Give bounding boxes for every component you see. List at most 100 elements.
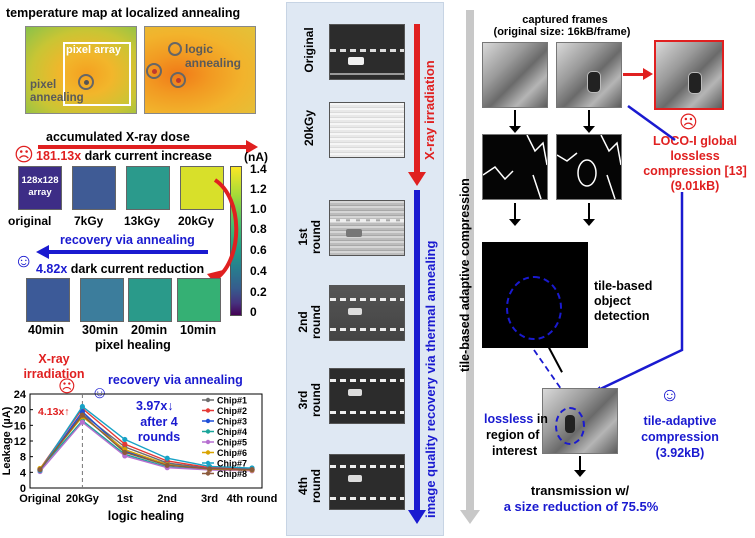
tile-adapt-1: tile-adaptive <box>643 414 717 428</box>
pixel-anneal-target <box>78 74 94 90</box>
legend-marker <box>205 408 211 413</box>
chip-20kgy <box>180 166 224 210</box>
colorbar-tick-3: 0.8 <box>250 222 267 236</box>
adaptive-happy-face-icon: ☺ <box>660 385 680 406</box>
data-point <box>79 419 85 425</box>
legend-marker <box>205 439 211 445</box>
loco-label-1: LOCO-I global <box>652 134 738 148</box>
down-arrow-6 <box>579 456 581 472</box>
edge-frame-1 <box>482 134 548 200</box>
down-arrow-3-head <box>509 219 521 226</box>
unit-label: (nA) <box>244 150 268 164</box>
chip-array-label: 128x128 array <box>21 175 59 198</box>
dark-reduction-text: 4.82x dark current reduction <box>36 262 204 276</box>
data-point <box>164 455 170 461</box>
logic-target-1 <box>168 42 182 56</box>
x-tick-label: 2nd <box>157 493 177 505</box>
detection-ellipse <box>506 276 562 340</box>
loco-label-2: lossless <box>670 149 720 163</box>
colorbar-tick-1: 1.2 <box>250 182 267 196</box>
chip-original: 128x128 array <box>18 166 62 210</box>
x-tick-label: 4th round <box>227 493 278 505</box>
colorbar-tick-2: 1.0 <box>250 202 267 216</box>
recovery-vertical-arrow <box>414 190 420 512</box>
data-point <box>79 412 85 418</box>
dose-arrow-head <box>246 140 258 154</box>
dark-reduction-value: 4.82x <box>36 262 68 276</box>
data-point <box>207 466 213 472</box>
road-4th <box>329 454 405 510</box>
y-tick-label: 4 <box>20 467 27 479</box>
recovery-label: recovery via annealing <box>60 233 195 247</box>
heatmap-pixel <box>25 26 137 114</box>
y-tick-label: 8 <box>20 452 26 464</box>
y-tick-label: 24 <box>14 390 27 401</box>
loco-arrow-head <box>643 68 653 80</box>
sad-face-icon: ☹ <box>14 145 34 166</box>
reduction-label: a size reduction of 75.5% <box>503 499 659 514</box>
legend-marker <box>205 471 211 476</box>
data-point <box>122 449 128 455</box>
captured-frame-1 <box>482 42 548 108</box>
series-line <box>39 414 253 471</box>
colorbar-tick-5: 0.4 <box>250 264 267 278</box>
lossless-word: lossless <box>484 412 534 426</box>
row-label-4th: 4th round <box>296 469 323 503</box>
chip-40min <box>26 278 70 322</box>
bottom-label-3: 10min <box>180 323 217 337</box>
lossless-in: in <box>533 412 548 426</box>
y-tick-label: 20 <box>14 405 26 417</box>
dark-increase-text: 181.13x dark current increase <box>36 149 212 163</box>
loco-label-4: (9.01kB) <box>670 179 720 193</box>
gray-vertical-arrow-head <box>460 510 480 524</box>
captured-title-2: (original size: 16kB/frame) <box>493 26 631 38</box>
legend-label: Chip#7 <box>217 459 247 469</box>
data-point <box>164 462 170 468</box>
down-arrow-3 <box>514 203 516 221</box>
quality-recovery-label: image quality recovery via thermal annea… <box>423 240 438 518</box>
top-label-3: 20kGy <box>178 214 215 228</box>
compressed-frame <box>542 388 618 454</box>
loco-arrow <box>623 73 645 76</box>
down-arrow-1 <box>514 110 516 128</box>
legend-marker <box>205 450 211 455</box>
legend-marker <box>205 418 211 424</box>
tile-detect-2: object <box>594 294 631 308</box>
road-1st <box>329 200 405 256</box>
happy-face-icon: ☺ <box>14 251 34 272</box>
data-point <box>37 466 43 473</box>
series-line <box>39 421 253 473</box>
annotation-397: 3.97x↓ <box>136 399 174 413</box>
row-label-3rd: 3rd round <box>296 383 323 417</box>
chip-7kgy <box>72 166 116 210</box>
chip-20min <box>128 278 172 322</box>
blue-connectors <box>533 104 684 398</box>
colorbar-tick-0: 1.4 <box>250 162 267 176</box>
captured-frame-2 <box>556 42 622 108</box>
xray-vertical-label: X-ray irradiation <box>422 60 437 160</box>
legend-label: Chip#1 <box>217 396 247 406</box>
accumulated-dose-label: accumulated X-ray dose <box>46 130 190 144</box>
recovery-vertical-arrow-head <box>408 510 426 524</box>
colorbar-tick-7: 0 <box>250 305 257 319</box>
transmission-label: transmission w/ <box>530 483 630 498</box>
leakage-chart: 0 4 8 12 16 20 24 Original 20kGy 1st 2nd 3rd 4th rou… <box>1 390 278 523</box>
series-line <box>39 407 253 470</box>
down-arrow-2 <box>588 110 590 128</box>
legend-label: Chip#2 <box>217 406 247 416</box>
curved-arrow <box>207 178 239 286</box>
down-arrow-4 <box>588 203 590 221</box>
interest-label: interest <box>492 444 538 458</box>
legend-label: Chip#3 <box>217 417 247 427</box>
xray-arrow <box>414 24 420 174</box>
heatmap-logic <box>144 26 256 114</box>
captured-title-1: captured frames <box>522 14 608 26</box>
row-label-20kgy: 20kGy <box>302 109 316 147</box>
data-point <box>122 441 128 447</box>
recovery-arrow <box>48 250 208 254</box>
dark-increase-desc: dark current increase <box>81 149 212 163</box>
loco-output-frame <box>654 40 724 110</box>
tile-detect-3: detection <box>594 309 650 323</box>
recovery-annotation: recovery via annealing <box>108 373 243 387</box>
row-label-1st: 1st round <box>296 220 323 254</box>
